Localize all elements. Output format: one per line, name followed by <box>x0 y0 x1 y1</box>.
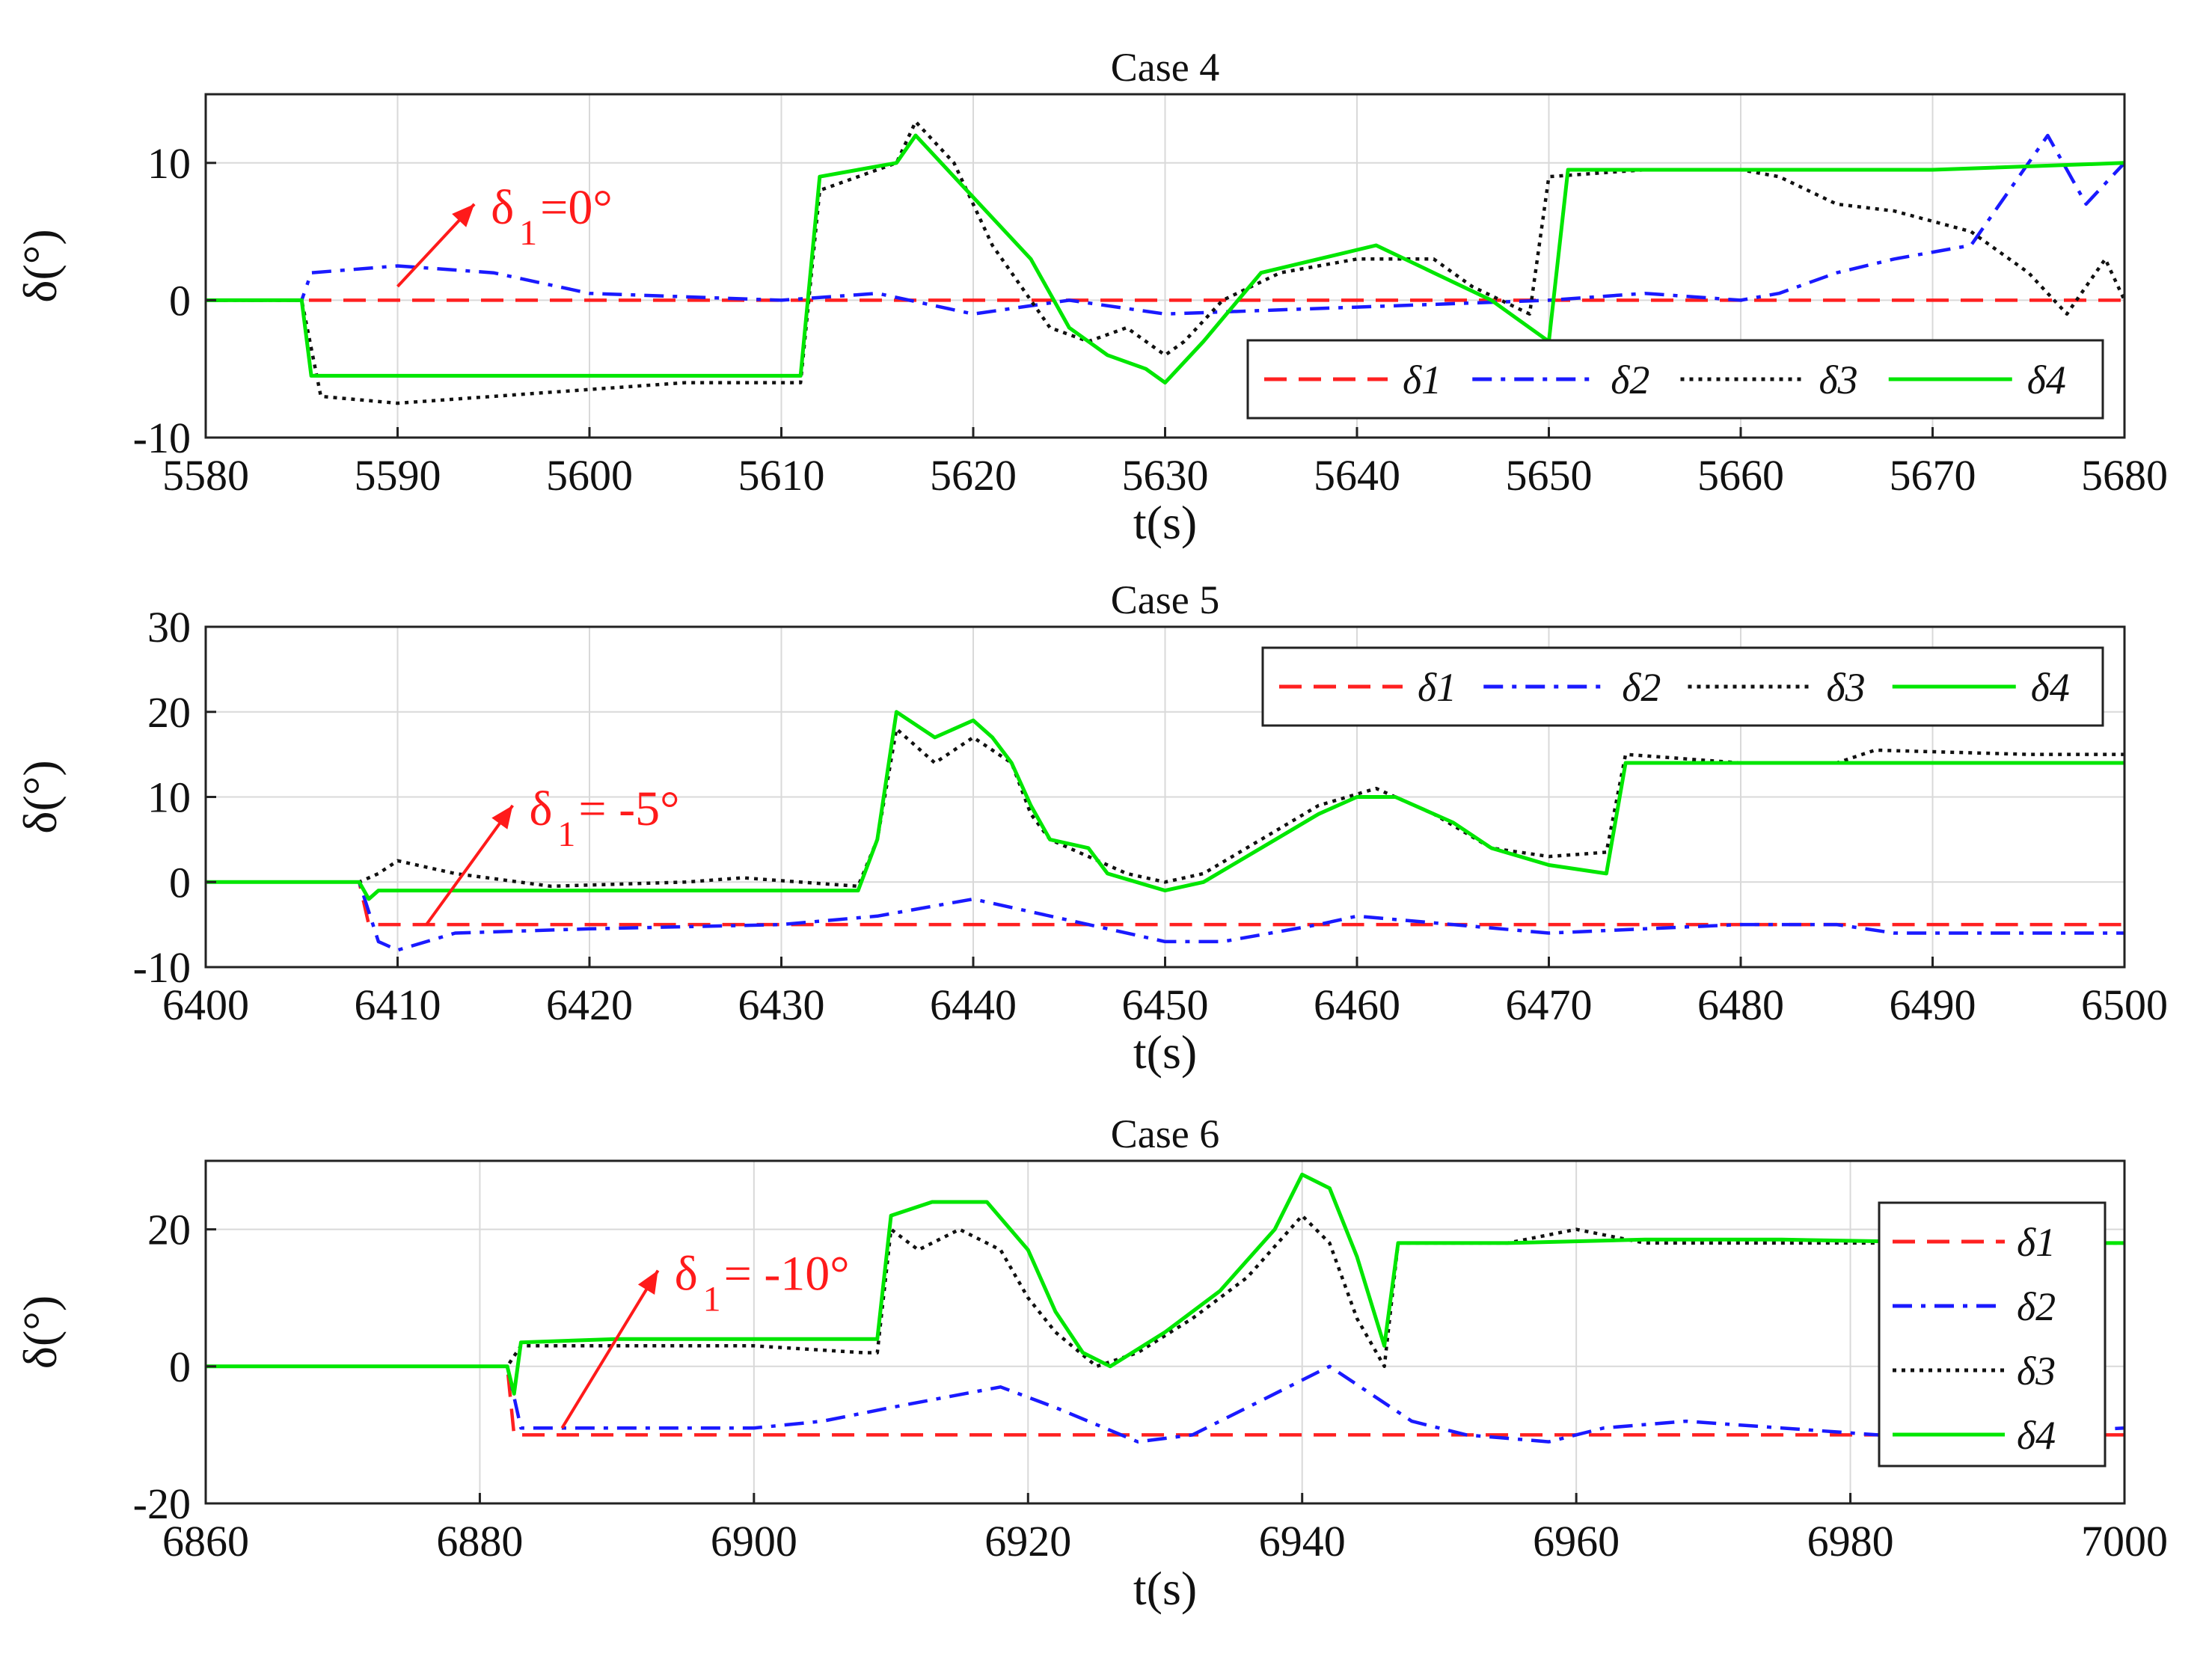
y-tick-label: 20 <box>147 1206 191 1254</box>
y-tick-label: -10 <box>133 943 191 992</box>
x-tick-label: 5650 <box>1506 451 1593 500</box>
annotation-subscript: 1 <box>519 213 537 253</box>
chart-panel-5: 6400 6410 6420 6430 6440 6450 6460 6470 6480 6490… <box>13 577 2168 1079</box>
x-tick-label: 6920 <box>984 1517 1071 1565</box>
legend-box <box>1878 1201 2107 1468</box>
series-group <box>206 710 2124 952</box>
x-tick-label: 5620 <box>930 451 1017 500</box>
y-axis-label: δ(°) <box>13 1295 67 1369</box>
chart-title: Case 4 <box>1111 45 1219 90</box>
legend-label-δ4: δ4 <box>2031 665 2070 710</box>
annotation-delta: δ <box>491 180 514 235</box>
x-tick-label: 6440 <box>930 981 1017 1029</box>
x-tick-label: 6400 <box>162 981 249 1029</box>
legend-label-δ1: δ1 <box>2017 1220 2056 1265</box>
annotation-delta: δ <box>529 782 552 836</box>
y-tick-label: 0 <box>169 1343 191 1391</box>
annotation-subscript: 1 <box>703 1280 721 1319</box>
annotation-arrow <box>425 804 515 926</box>
y-tick-label: 10 <box>147 139 191 188</box>
annotation-value: = -10° <box>724 1247 850 1301</box>
annotation-value: = -5° <box>578 782 679 836</box>
series-line-δ3 <box>206 120 2124 405</box>
x-tick-label: 5600 <box>546 451 633 500</box>
annotation-arrowhead <box>637 1270 658 1295</box>
x-tick-label: 6460 <box>1314 981 1400 1029</box>
y-tick-label: -20 <box>133 1479 191 1528</box>
x-tick-label: 5630 <box>1122 451 1209 500</box>
series-line-δ1 <box>206 1364 2124 1437</box>
legend-label-δ4: δ4 <box>2027 358 2066 402</box>
x-tick-label: 6470 <box>1506 981 1593 1029</box>
x-tick-label: 5610 <box>738 451 825 500</box>
legend-label-δ2: δ2 <box>1611 358 1649 402</box>
chart-panel-6: 6860 6880 6900 6920 6940 6960 6980 7000 -20 0 20 Ca… <box>13 1111 2168 1615</box>
x-tick-label: 6960 <box>1533 1517 1620 1565</box>
legend: δ1 δ2 δ3 δ4 <box>1878 1201 2107 1468</box>
y-axis-label: δ(°) <box>13 760 67 833</box>
annotation-value: =0° <box>540 180 613 235</box>
x-tick-label: 6420 <box>546 981 633 1029</box>
series-line-δ2 <box>206 133 2124 316</box>
y-tick-label: 30 <box>147 603 191 651</box>
legend-label-δ2: δ2 <box>2017 1284 2056 1329</box>
legend-label-δ3: δ3 <box>1819 358 1858 402</box>
legend-label-δ3: δ3 <box>1827 665 1866 710</box>
axes-frame <box>204 1159 2126 1505</box>
x-tick-label: 6480 <box>1697 981 1784 1029</box>
annotation-subscript: 1 <box>557 815 575 854</box>
x-tick-label: 6450 <box>1122 981 1209 1029</box>
series-line-δ3 <box>206 1214 2124 1369</box>
y-tick-label: 10 <box>147 773 191 822</box>
legend-label-δ1: δ1 <box>1418 665 1456 710</box>
x-tick-label: 5640 <box>1314 451 1400 500</box>
annotation-arrowhead <box>491 805 513 829</box>
x-tick-label: 5680 <box>2081 451 2168 500</box>
y-tick-label: 20 <box>147 688 191 737</box>
x-tick-label: 6490 <box>1890 981 1976 1029</box>
chart-title: Case 6 <box>1111 1111 1219 1156</box>
y-tick-label: 0 <box>169 858 191 907</box>
series-group <box>206 1172 2124 1444</box>
series-line-δ2 <box>206 1364 2124 1444</box>
y-axis-label: δ(°) <box>13 229 67 302</box>
chart-title: Case 5 <box>1111 577 1219 622</box>
x-tick-label: 5660 <box>1697 451 1784 500</box>
series-line-δ4 <box>206 133 2124 385</box>
series-line-δ2 <box>206 880 2124 952</box>
x-tick-label: 6860 <box>162 1517 249 1565</box>
x-tick-label: 7000 <box>2081 1517 2168 1565</box>
x-axis-label: t(s) <box>1133 1562 1197 1615</box>
legend: δ1 δ2 δ3 δ4 <box>1246 339 2104 420</box>
x-tick-label: 6430 <box>738 981 825 1029</box>
y-tick-label: -10 <box>133 414 191 462</box>
x-tick-label: 6940 <box>1259 1517 1346 1565</box>
x-axis-label: t(s) <box>1133 496 1197 549</box>
legend-label-δ2: δ2 <box>1622 665 1661 710</box>
legend-label-δ4: δ4 <box>2017 1413 2056 1458</box>
series-line-δ4 <box>206 710 2124 901</box>
x-tick-label: 6980 <box>1807 1517 1894 1565</box>
x-tick-label: 6880 <box>436 1517 523 1565</box>
series-line-δ4 <box>206 1172 2124 1396</box>
x-tick-label: 6410 <box>355 981 441 1029</box>
legend-label-δ1: δ1 <box>1403 358 1442 402</box>
series-group <box>206 120 2124 405</box>
annotation-arrow <box>560 1269 660 1429</box>
legend: δ1 δ2 δ3 δ4 <box>1261 646 2104 727</box>
x-tick-label: 6500 <box>2081 981 2168 1029</box>
x-tick-label: 6900 <box>711 1517 797 1565</box>
x-tick-label: 5670 <box>1890 451 1976 500</box>
x-tick-label: 5580 <box>162 451 249 500</box>
annotation-delta: δ <box>675 1247 698 1301</box>
series-line-δ3 <box>206 727 2124 889</box>
x-tick-label: 5590 <box>355 451 441 500</box>
annotation-arrowhead <box>452 203 475 227</box>
legend-label-δ3: δ3 <box>2017 1349 2056 1393</box>
y-tick-label: 0 <box>169 276 191 325</box>
chart-panel-4: 5580 5590 5600 5610 5620 5630 5640 5650 5660 5670… <box>13 45 2168 549</box>
x-axis-label: t(s) <box>1133 1025 1197 1079</box>
